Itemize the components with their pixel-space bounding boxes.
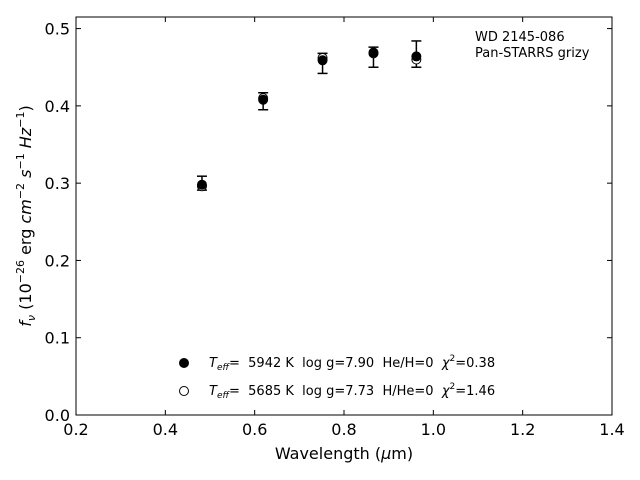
annotation-line-1: WD 2145-086 [475,30,565,45]
legend: Teff= 5942 K log g=7.90 He/H=0 χ2=0.38 T… [179,354,495,401]
legend-marker-open [179,386,189,396]
y-tick-label-2: 0.2 [45,251,70,270]
x-tick-label-3: 0.8 [331,420,356,439]
data-points [196,47,422,192]
x-tick-label-5: 1.2 [510,420,535,439]
annotation-line-2: Pan-STARRS grizy [475,46,590,61]
x-axis-label: Wavelength (μm) [275,444,413,463]
y-tick-label-3: 0.3 [45,174,70,193]
legend-entry-2: Teff= 5685 K log g=7.73 H/He=0 χ2=1.46 [209,382,495,401]
target-annotation: WD 2145-086 Pan-STARRS grizy [475,30,590,61]
y-tick-label-4: 0.4 [45,97,70,116]
filled-model-point-0 [196,179,207,190]
filled-model-point-3 [368,47,379,58]
y-tick-label-0: 0.0 [45,406,70,425]
y-tick-label-1: 0.1 [45,329,70,348]
y-axis-label: fν (10−26 erg cm−2 s−1 Hz−1) [14,105,38,326]
filled-model-point-2 [317,55,328,66]
x-tick-label-2: 0.6 [242,420,267,439]
error-bars [196,40,422,191]
x-tick-label-0: 0.2 [63,420,88,439]
legend-entry-1: Teff= 5942 K log g=7.90 He/H=0 χ2=0.38 [209,354,495,373]
plot-frame [75,16,613,416]
x-tick-label-6: 1.4 [599,420,624,439]
filled-model-point-4 [411,51,422,62]
filled-model-point-1 [258,94,269,105]
legend-marker-filled [179,358,189,368]
y-tick-label-5: 0.5 [45,20,70,39]
x-tick-label-4: 1.0 [421,420,446,439]
axis-ticks: 0.2 0.4 0.6 0.8 1.0 1.2 1.4 0.0 0.1 0.2 0.3 0.4 0.5 [45,17,625,439]
x-tick-label-1: 0.4 [153,420,178,439]
